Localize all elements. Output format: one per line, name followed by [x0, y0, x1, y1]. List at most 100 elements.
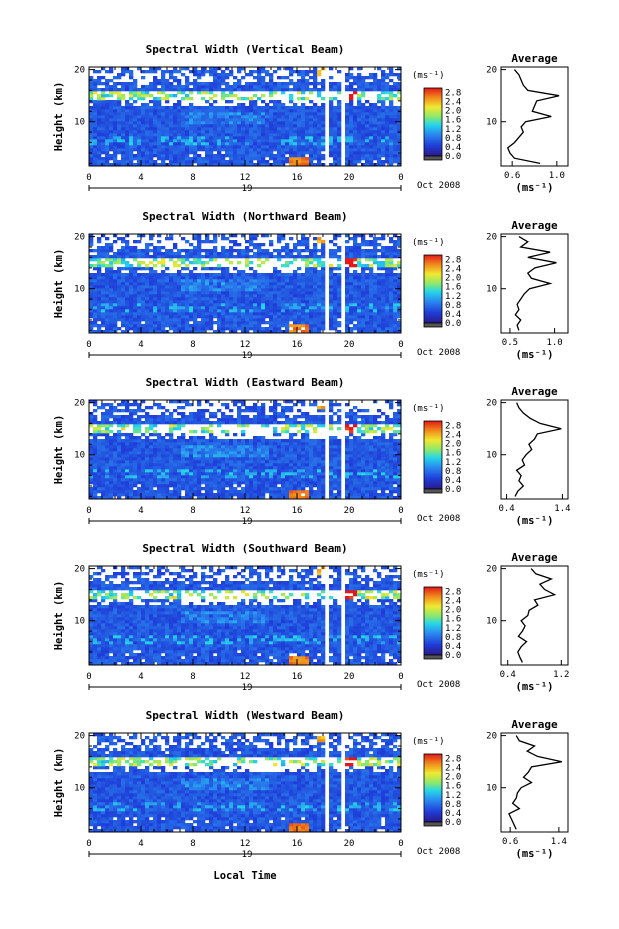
heatmap-cells — [89, 566, 402, 666]
colorbar-tick-label: 2.8 — [445, 256, 461, 266]
panel-title: Spectral Width (Eastward Beam) — [146, 376, 345, 389]
x-tick-label: 4 — [138, 173, 143, 183]
x-tick-label: 8 — [190, 839, 195, 849]
colorbar-tick-label: 2.0 — [445, 606, 461, 616]
profile-y-tick-label: 20 — [486, 565, 497, 575]
profile-x-label: (ms⁻¹) — [516, 681, 554, 693]
colorbar — [423, 753, 443, 823]
profile-y-tick-label: 20 — [486, 732, 497, 742]
colorbar-unit: (ms⁻¹) — [412, 71, 445, 81]
date-label: Oct 2008 — [417, 680, 460, 690]
y-tick-label: 20 — [74, 565, 85, 575]
x-tick-label: 20 — [344, 340, 355, 350]
x-tick-label: 0 — [86, 506, 91, 516]
x-tick-label: 12 — [240, 672, 251, 682]
date-label: Oct 2008 — [417, 514, 460, 524]
colorbar-tick-label: 2.8 — [445, 755, 461, 765]
y-tick-label: 20 — [74, 732, 85, 742]
x-tick-label: 8 — [190, 340, 195, 350]
panel-2: Spectral Width (Eastward Beam) 20 10 Height… — [53, 376, 571, 527]
profile-line — [508, 735, 563, 830]
profile-y-tick-label: 10 — [486, 118, 497, 128]
colorbar-tick-label: 2.4 — [445, 265, 461, 275]
panel-title: Spectral Width (Westward Beam) — [146, 709, 345, 722]
colorbar-unit: (ms⁻¹) — [412, 238, 445, 248]
profile-x-label: (ms⁻¹) — [516, 515, 554, 527]
colorbar-tick-label: 2.4 — [445, 98, 461, 108]
panel-1: Spectral Width (Northward Beam) 20 10 Heigh… — [53, 210, 569, 361]
x-tick-label: 0 — [398, 506, 403, 516]
x-tick-label: 4 — [138, 672, 143, 682]
y-tick-label: 10 — [74, 451, 85, 461]
bottom-x-axis-label: Local Time — [213, 870, 276, 882]
colorbar-tick-label: 2.8 — [445, 588, 461, 598]
profile-y-tick-label: 10 — [486, 285, 497, 295]
profile-y-tick-label: 20 — [486, 66, 497, 76]
colorbar-tick-label: 1.2 — [445, 624, 461, 634]
colorbar-tick-label: 1.6 — [445, 615, 461, 625]
date-day: 19 — [242, 683, 253, 693]
profile-x-tick-label: 0.4 — [498, 504, 514, 514]
x-tick-label: 0 — [86, 340, 91, 350]
colorbar-tick-label: 0.0 — [445, 651, 461, 661]
y-tick-label: 10 — [74, 285, 85, 295]
heatmap-cells — [89, 234, 402, 334]
profile-line — [514, 402, 562, 497]
colorbar-tick-label: 0.8 — [445, 301, 461, 311]
panel-title: Spectral Width (Northward Beam) — [142, 210, 347, 223]
colorbar-tick-label: 0.4 — [445, 310, 461, 320]
profile-x-tick-label: 1.4 — [554, 504, 570, 514]
colorbar-tick-label: 2.0 — [445, 440, 461, 450]
colorbar-tick-label: 2.4 — [445, 597, 461, 607]
x-tick-label: 0 — [398, 340, 403, 350]
colorbar-tick-label: 1.2 — [445, 458, 461, 468]
x-tick-label: 0 — [86, 672, 91, 682]
colorbar-tick-label: 1.6 — [445, 283, 461, 293]
date-label: Oct 2008 — [417, 348, 460, 358]
profile-line — [506, 69, 560, 165]
profile-title: Average — [511, 385, 558, 398]
y-tick-label: 20 — [74, 399, 85, 409]
colorbar-tick-label: 2.4 — [445, 764, 461, 774]
colorbar — [423, 87, 443, 157]
x-tick-label: 0 — [398, 672, 403, 682]
profile-title: Average — [511, 52, 558, 65]
colorbar — [423, 586, 443, 656]
profile-x-label: (ms⁻¹) — [516, 182, 554, 194]
date-label: Oct 2008 — [417, 847, 460, 857]
colorbar-tick-label: 1.6 — [445, 116, 461, 126]
x-tick-label: 12 — [240, 506, 251, 516]
colorbar-tick-label: 0.8 — [445, 467, 461, 477]
colorbar-tick-label: 0.0 — [445, 319, 461, 329]
y-tick-label: 10 — [74, 118, 85, 128]
colorbar-tick-label: 2.8 — [445, 422, 461, 432]
y-axis-label: Height (km) — [53, 748, 65, 818]
colorbar — [423, 254, 443, 324]
profile-line — [514, 236, 557, 331]
y-axis-label: Height (km) — [53, 581, 65, 651]
profile-x-tick-label: 1.2 — [553, 670, 569, 680]
colorbar-tick-label: 0.4 — [445, 143, 461, 153]
y-tick-label: 10 — [74, 617, 85, 627]
profile-line — [517, 568, 557, 663]
profile-x-tick-label: 0.6 — [504, 171, 520, 181]
x-tick-label: 4 — [138, 506, 143, 516]
colorbar-tick-label: 0.4 — [445, 809, 461, 819]
heatmap-cells — [89, 67, 402, 167]
panel-0: Spectral Width (Vertical Beam) 20 10 Height… — [53, 43, 569, 194]
x-tick-label: 12 — [240, 839, 251, 849]
x-tick-label: 0 — [398, 173, 403, 183]
colorbar-tick-label: 2.4 — [445, 431, 461, 441]
y-axis-label: Height (km) — [53, 415, 65, 485]
x-tick-label: 12 — [240, 173, 251, 183]
profile-x-tick-label: 1.0 — [546, 338, 562, 348]
x-tick-label: 0 — [86, 839, 91, 849]
colorbar-tick-label: 2.0 — [445, 274, 461, 284]
colorbar-tick-label: 2.0 — [445, 773, 461, 783]
colorbar-unit: (ms⁻¹) — [412, 404, 445, 414]
colorbar-tick-label: 1.2 — [445, 125, 461, 135]
profile-x-tick-label: 0.5 — [502, 338, 518, 348]
colorbar-tick-label: 1.2 — [445, 791, 461, 801]
colorbar-tick-label: 2.0 — [445, 107, 461, 117]
